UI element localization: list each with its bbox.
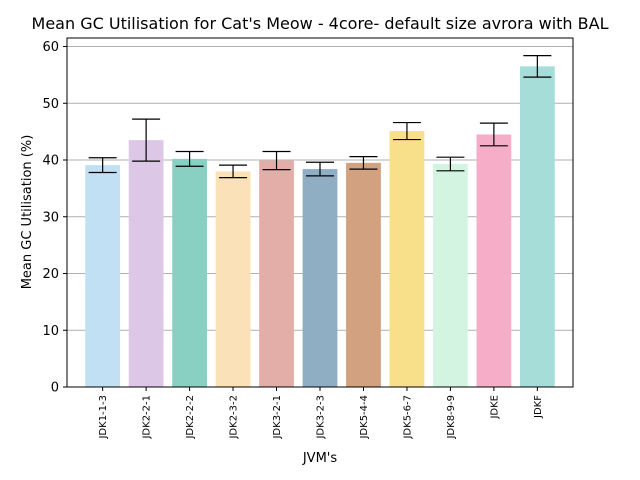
x-tick-label: JDKE	[489, 395, 500, 420]
x-axis-ticks: JDK1-1-3 JDK2-2-1 JDK2-2-2 JDK2-3-2 JDK3-2-1…	[98, 387, 544, 440]
x-tick-label: JDK2-2-1	[142, 395, 153, 440]
bar	[346, 162, 381, 387]
bar	[259, 160, 294, 387]
bar	[433, 163, 468, 387]
y-axis-label: Mean GC Utilisation (%)	[20, 135, 35, 290]
y-tick-label: 0	[51, 381, 59, 396]
y-tick-label: 40	[42, 154, 59, 169]
bar	[519, 66, 555, 387]
chart-title: Mean GC Utilisation for Cat's Meow - 4co…	[32, 14, 609, 33]
x-tick-label: JDK3-2-3	[316, 395, 327, 440]
x-tick-label: JDK1-1-3	[98, 395, 109, 440]
bar	[172, 158, 207, 387]
x-axis-label: JVM's	[302, 451, 338, 466]
x-tick-label: JDK3-2-1	[272, 395, 283, 440]
error-bars	[88, 54, 552, 179]
x-tick-label: JDK5-4-4	[359, 395, 370, 440]
y-axis-ticks: 0 10 20 30 40 50 60	[42, 40, 67, 396]
bars	[85, 66, 555, 387]
y-tick-label: 50	[42, 97, 59, 112]
y-tick-label: 20	[42, 267, 59, 282]
y-tick-label: 30	[42, 210, 59, 225]
x-tick-label: JDK2-3-2	[229, 395, 240, 440]
bar	[128, 140, 164, 387]
bar	[85, 165, 121, 387]
bar	[476, 134, 512, 387]
bar	[302, 169, 338, 387]
x-tick-label: JDK2-2-2	[185, 395, 196, 440]
x-tick-label: JDK8-9-9	[446, 395, 457, 440]
y-tick-label: 10	[42, 324, 59, 339]
x-tick-label: JDKF	[533, 395, 544, 419]
bar	[215, 171, 251, 387]
bar	[389, 131, 425, 387]
y-tick-label: 60	[42, 40, 59, 55]
x-tick-label: JDK5-6-7	[402, 395, 413, 440]
